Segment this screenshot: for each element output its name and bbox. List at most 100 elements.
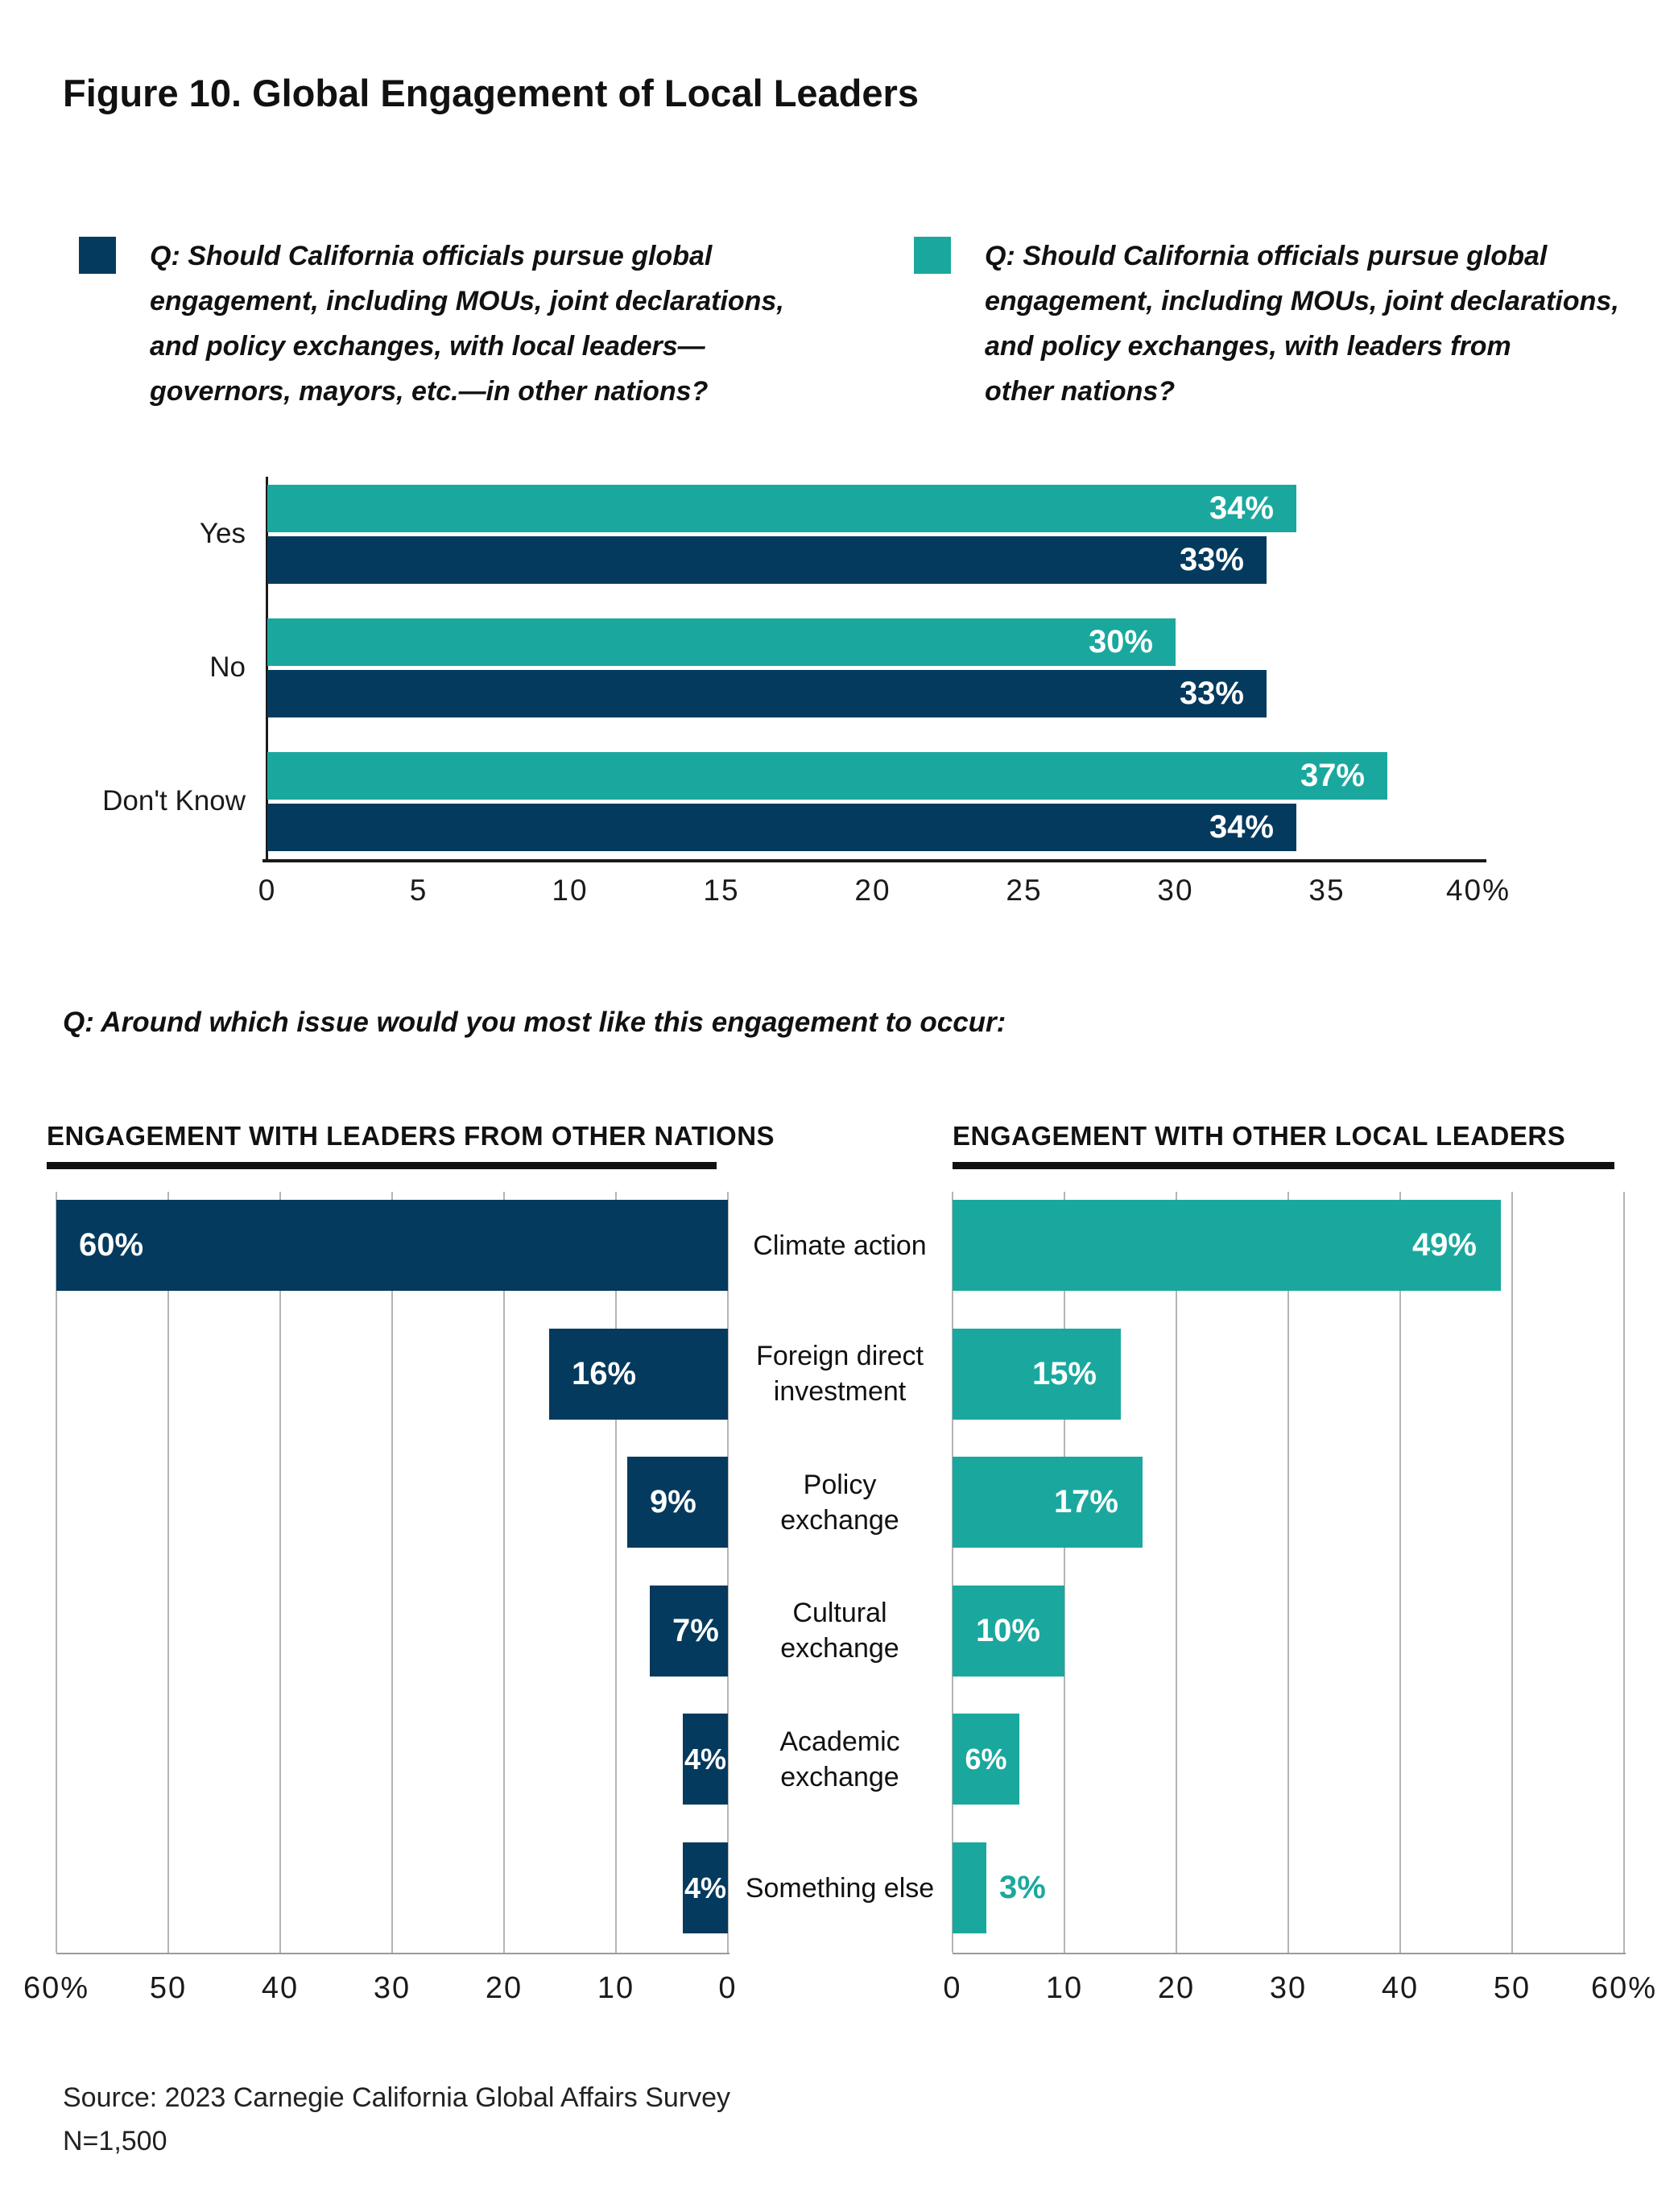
x-tick-50: 50	[1493, 1971, 1531, 2005]
x-tick-0: 0	[718, 1971, 738, 2005]
section-header-other-nations: ENGAGEMENT WITH LEADERS FROM OTHER NATIO…	[47, 1121, 775, 1151]
bar-no-local-leaders-in-other-nations: 33%	[267, 670, 1267, 717]
bar-climate-action: 60%	[56, 1200, 728, 1291]
bar-value-label: 4%	[684, 1742, 727, 1776]
bar-value-label: 33%	[1179, 676, 1244, 711]
x-tick-60: 60%	[23, 1971, 90, 2005]
section-header-local-leaders: ENGAGEMENT WITH OTHER LOCAL LEADERS	[953, 1121, 1566, 1151]
issue-label-foreign-direct-investment: Foreign direct investment	[756, 1341, 924, 1407]
bar-value-label: 30%	[1088, 624, 1153, 659]
issue-label-climate-action: Climate action	[753, 1230, 927, 1261]
bar-something-else	[953, 1842, 986, 1933]
x-axis-line	[262, 859, 1486, 862]
x-tick-30: 30	[1269, 1971, 1308, 2005]
legend-question-local: Q: Should California officials pursue gl…	[150, 241, 784, 407]
figure-title: Figure 10. Global Engagement of Local Le…	[63, 72, 919, 114]
x-tick-30: 30	[1157, 874, 1194, 907]
x-axis-line	[56, 1953, 729, 1954]
bar-value-label: 7%	[672, 1613, 719, 1648]
bar-value-label: 34%	[1209, 490, 1274, 526]
bar-value-label: 16%	[572, 1356, 637, 1391]
gridline-30	[1287, 1192, 1289, 1953]
bar-value-label: 37%	[1300, 758, 1365, 793]
gridline-10	[1064, 1192, 1065, 1953]
gridline-50	[167, 1192, 169, 1953]
bar-value-label-outside: 3%	[999, 1870, 1046, 1905]
bar-academic-exchange: 4%	[683, 1714, 728, 1805]
gridline-40	[279, 1192, 281, 1953]
bar-don-t-know-local-leaders-in-other-nations: 34%	[267, 804, 1296, 851]
bar-value-label: 4%	[684, 1871, 727, 1904]
bar-value-label: 60%	[79, 1227, 144, 1263]
question-issue: Q: Around which issue would you most lik…	[63, 1007, 1006, 1038]
navy-legend-swatch	[79, 237, 116, 274]
category-label-no: No	[209, 651, 246, 683]
issue-label-academic-exchange: Academic exchange	[779, 1726, 900, 1792]
x-tick-10: 10	[597, 1971, 635, 2005]
issue-label-policy-exchange: Policy exchange	[780, 1470, 899, 1536]
bar-don-t-know-leaders-from-other-nations: 37%	[267, 752, 1387, 800]
source-note: Source: 2023 Carnegie California Global …	[63, 2082, 731, 2156]
bar-value-label: 9%	[650, 1484, 696, 1519]
x-tick-5: 5	[409, 874, 428, 907]
x-tick-10: 10	[552, 874, 589, 907]
x-tick-15: 15	[703, 874, 740, 907]
bar-policy-exchange: 9%	[627, 1457, 728, 1548]
bar-value-label: 15%	[1031, 1356, 1097, 1391]
gridline-50	[1511, 1192, 1513, 1953]
bar-yes-leaders-from-other-nations: 34%	[267, 485, 1296, 532]
x-tick-25: 25	[1006, 874, 1043, 907]
bar-cultural-exchange: 10%	[953, 1586, 1064, 1677]
x-tick-40: 40	[261, 1971, 300, 2005]
x-tick-0: 0	[943, 1971, 962, 2005]
y-axis-line	[266, 477, 268, 862]
gridline-60	[1623, 1192, 1625, 1953]
x-tick-40: 40	[1381, 1971, 1420, 2005]
bar-value-label: 33%	[1179, 542, 1244, 577]
bar-foreign-direct-investment: 16%	[549, 1329, 728, 1420]
bar-yes-local-leaders-in-other-nations: 33%	[267, 536, 1267, 584]
x-tick-30: 30	[373, 1971, 411, 2005]
x-tick-20: 20	[854, 874, 891, 907]
bar-climate-action: 49%	[953, 1200, 1501, 1291]
bar-something-else: 4%	[683, 1842, 728, 1933]
issue-label-cultural-exchange: Cultural exchange	[780, 1598, 899, 1664]
gridline-40	[1399, 1192, 1401, 1953]
x-tick-40: 40%	[1445, 874, 1511, 907]
x-axis-line	[953, 1953, 1626, 1954]
legend-item-local-leaders: Q: Should California officials pursue gl…	[79, 234, 884, 414]
bar-value-label: 6%	[965, 1742, 1007, 1776]
legend-question-global: Q: Should California officials pursue gl…	[985, 241, 1619, 407]
category-label-don-t-know: Don't Know	[102, 785, 246, 817]
x-tick-20: 20	[485, 1971, 523, 2005]
x-tick-20: 20	[1157, 1971, 1196, 2005]
issue-label-something-else: Something else	[745, 1873, 935, 1904]
x-tick-50: 50	[149, 1971, 188, 2005]
section-rule-local-leaders	[953, 1162, 1614, 1169]
gridline-10	[615, 1192, 617, 1953]
x-tick-60: 60%	[1590, 1971, 1658, 2005]
bar-no-leaders-from-other-nations: 30%	[267, 618, 1176, 666]
gridline-0	[952, 1192, 953, 1953]
gridline-0	[727, 1192, 729, 1953]
bar-value-label: 49%	[1411, 1227, 1477, 1263]
category-label-yes: Yes	[199, 518, 246, 549]
legend-item-other-nations: Q: Should California officials pursue gl…	[914, 234, 1671, 414]
x-tick-0: 0	[258, 874, 277, 907]
bar-value-label: 34%	[1209, 809, 1274, 845]
gridline-30	[391, 1192, 393, 1953]
x-tick-35: 35	[1308, 874, 1345, 907]
gridline-20	[1176, 1192, 1177, 1953]
section-rule-other-nations	[47, 1162, 717, 1169]
bar-foreign-direct-investment: 15%	[953, 1329, 1121, 1420]
gridline-20	[503, 1192, 505, 1953]
x-tick-10: 10	[1045, 1971, 1084, 2005]
bar-academic-exchange: 6%	[953, 1714, 1019, 1805]
teal-legend-swatch	[914, 237, 951, 274]
bar-policy-exchange: 17%	[953, 1457, 1143, 1548]
gridline-60	[56, 1192, 57, 1953]
bar-cultural-exchange: 7%	[650, 1586, 728, 1677]
bar-value-label: 10%	[975, 1613, 1040, 1648]
bar-value-label: 17%	[1053, 1484, 1118, 1519]
